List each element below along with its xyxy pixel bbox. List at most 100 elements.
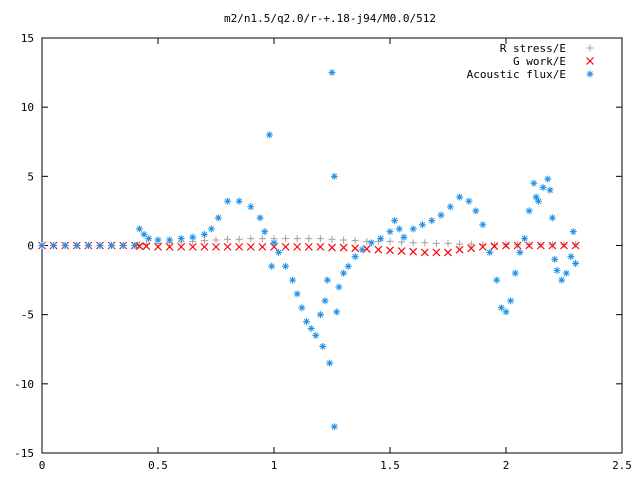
- data-point: [224, 235, 232, 243]
- data-point: [530, 179, 538, 187]
- data-point: [258, 235, 266, 243]
- data-point: [567, 253, 575, 261]
- data-point: [145, 235, 153, 243]
- y-tick-label: -5: [21, 309, 34, 322]
- data-point: [73, 242, 81, 249]
- y-tick-label: 15: [21, 32, 34, 45]
- data-point: [391, 217, 399, 225]
- data-point: [340, 269, 348, 277]
- data-marks: [38, 69, 580, 431]
- data-point: [154, 236, 162, 244]
- data-point: [38, 242, 46, 249]
- data-point: [108, 242, 116, 249]
- data-point: [525, 241, 534, 250]
- data-point: [344, 262, 352, 270]
- data-point: [224, 197, 232, 205]
- data-point: [335, 283, 343, 291]
- x-tick-label: 0: [39, 459, 46, 472]
- data-point: [444, 239, 452, 247]
- data-point: [490, 242, 499, 251]
- data-point: [316, 235, 324, 243]
- data-point: [268, 262, 276, 270]
- data-point: [189, 233, 197, 241]
- data-point: [409, 239, 417, 247]
- data-point: [539, 183, 547, 191]
- data-point: [502, 308, 510, 316]
- legend-label: G work/E: [513, 55, 566, 68]
- chart-title: m2/n1.5/q2.0/r-+.18-j94/M0.0/512: [224, 12, 436, 25]
- data-point: [302, 318, 310, 326]
- data-point: [293, 242, 302, 251]
- data-point: [497, 304, 505, 312]
- data-point: [455, 245, 464, 254]
- data-point: [307, 325, 315, 332]
- data-point: [177, 235, 185, 243]
- data-point: [513, 241, 522, 250]
- data-point: [395, 225, 403, 233]
- data-point: [282, 235, 290, 243]
- x-tick-label: 1: [271, 459, 278, 472]
- legend-marker: [586, 70, 594, 78]
- data-point: [358, 246, 366, 254]
- data-point: [207, 225, 215, 233]
- data-point: [312, 331, 320, 339]
- data-point: [235, 197, 243, 205]
- data-point: [321, 297, 329, 305]
- data-point: [135, 241, 143, 249]
- data-point: [548, 214, 556, 222]
- y-tick-label: 0: [27, 240, 34, 253]
- data-point: [478, 242, 487, 251]
- data-point: [351, 253, 359, 261]
- data-point: [289, 276, 297, 284]
- data-point: [323, 276, 331, 284]
- data-point: [511, 269, 519, 277]
- data-point: [223, 242, 232, 251]
- data-point: [200, 237, 208, 245]
- data-point: [465, 197, 473, 205]
- y-tick-label: -10: [14, 378, 34, 391]
- data-point: [397, 247, 406, 255]
- data-point: [521, 235, 529, 243]
- data-point: [258, 242, 267, 251]
- data-point: [569, 228, 577, 236]
- data-point: [293, 235, 301, 243]
- data-point: [316, 242, 325, 251]
- data-point: [298, 304, 306, 312]
- axes: 0 0.5 1 1.5 2 2.5 15 10 5 0 -5 -10 -15: [14, 32, 632, 472]
- data-point: [293, 290, 301, 298]
- data-point: [418, 221, 426, 229]
- data-point: [421, 239, 429, 247]
- data-point: [328, 69, 336, 77]
- legend-label: R stress/E: [500, 42, 566, 55]
- data-point: [493, 276, 501, 284]
- data-point: [270, 239, 278, 247]
- data-point: [261, 228, 269, 236]
- data-point: [560, 241, 568, 250]
- data-point: [330, 172, 338, 180]
- data-point: [61, 242, 69, 249]
- data-point: [177, 242, 186, 251]
- data-point: [446, 203, 454, 211]
- data-point: [532, 193, 540, 201]
- data-point: [235, 235, 243, 243]
- data-point: [571, 241, 580, 250]
- data-point: [486, 248, 494, 256]
- data-point: [319, 342, 327, 350]
- data-point: [437, 211, 445, 219]
- data-point: [546, 186, 554, 194]
- data-point: [544, 175, 552, 183]
- data-point: [386, 228, 394, 236]
- data-point: [200, 230, 208, 238]
- data-point: [330, 423, 338, 431]
- data-point: [351, 237, 359, 245]
- data-point: [444, 248, 452, 257]
- data-point: [507, 297, 515, 305]
- data-point: [409, 247, 418, 256]
- data-point: [305, 235, 313, 243]
- data-point: [339, 243, 348, 252]
- data-point: [256, 214, 264, 222]
- data-point: [479, 221, 487, 229]
- data-point: [386, 237, 394, 245]
- data-point: [340, 236, 348, 244]
